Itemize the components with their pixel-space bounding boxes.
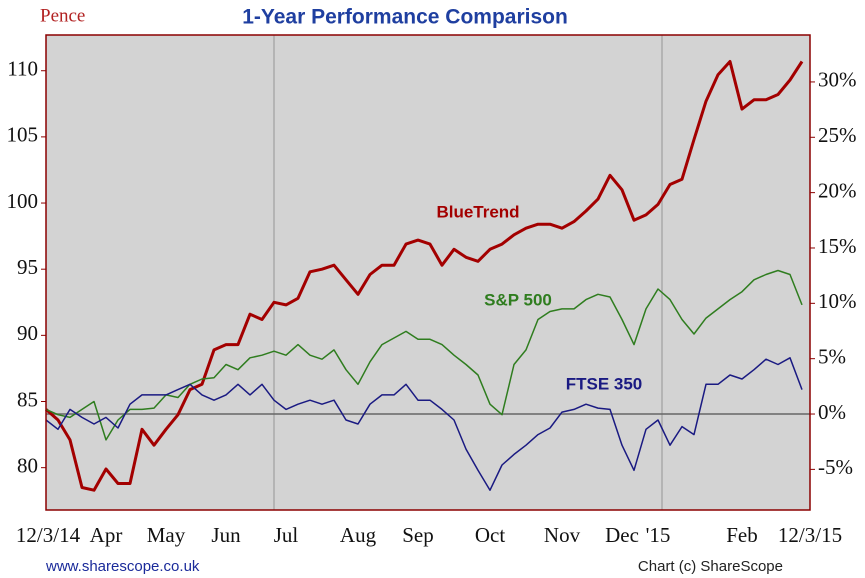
- x-tick-label: Sep: [402, 523, 434, 547]
- y-tick-label: 95: [17, 255, 38, 279]
- x-tick-label: Feb: [726, 523, 758, 547]
- plot-area: [46, 35, 810, 510]
- series-label: BlueTrend: [436, 202, 519, 221]
- footer-right: Chart (c) ShareScope: [638, 558, 783, 575]
- y-tick-label: 80: [17, 453, 38, 477]
- x-tick-label: 12/3/14: [16, 523, 81, 547]
- y2-tick-label: 15%: [818, 234, 857, 258]
- plot-border: [45, 34, 811, 511]
- x-tick-label: Dec: [605, 523, 639, 547]
- y-tick-label: 85: [17, 387, 38, 411]
- x-tick-label: May: [147, 523, 186, 547]
- x-tick-label: Jun: [211, 523, 241, 547]
- y2-tick-label: 10%: [818, 289, 857, 313]
- y-tick-label: 100: [7, 189, 39, 213]
- x-tick-label: 12/3/15: [778, 523, 842, 547]
- y2-tick-label: -5%: [818, 455, 853, 479]
- chart-title: 1-Year Performance Comparison: [242, 6, 568, 29]
- y2-tick-label: 20%: [818, 178, 857, 202]
- y-tick-label: 110: [7, 57, 38, 81]
- x-tick-label: Nov: [544, 523, 581, 547]
- series-line: [45, 269, 803, 441]
- marks: BlueTrend S&P 500 FTSE 350: [45, 60, 810, 492]
- y-tick-label: 90: [17, 321, 38, 345]
- x-tick-label: Aug: [340, 523, 377, 547]
- y-tick-label: 105: [7, 123, 39, 147]
- y2-tick-label: 25%: [818, 123, 857, 147]
- x-tick-label: '15: [646, 523, 671, 547]
- series-line: [45, 357, 803, 491]
- x-tick-label: Apr: [90, 523, 123, 547]
- series-label: S&P 500: [484, 290, 552, 309]
- y2-tick-label: 0%: [818, 400, 846, 424]
- series-label: FTSE 350: [566, 374, 643, 393]
- y2-tick-label: 5%: [818, 344, 846, 368]
- series-line: [45, 60, 804, 492]
- x-tick-label: Jul: [274, 523, 299, 547]
- y-axis-label: Pence: [40, 5, 85, 26]
- x-tick-label: Oct: [475, 523, 505, 547]
- y2-tick-label: 30%: [818, 68, 857, 92]
- footer-left: www.sharescope.co.uk: [45, 558, 200, 575]
